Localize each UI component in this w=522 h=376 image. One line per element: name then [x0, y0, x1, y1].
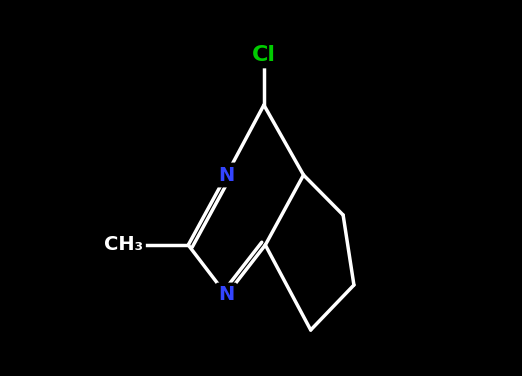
Text: N: N [218, 285, 234, 305]
Text: N: N [218, 165, 234, 185]
Text: CH₃: CH₃ [104, 235, 143, 255]
Text: Cl: Cl [252, 45, 276, 65]
